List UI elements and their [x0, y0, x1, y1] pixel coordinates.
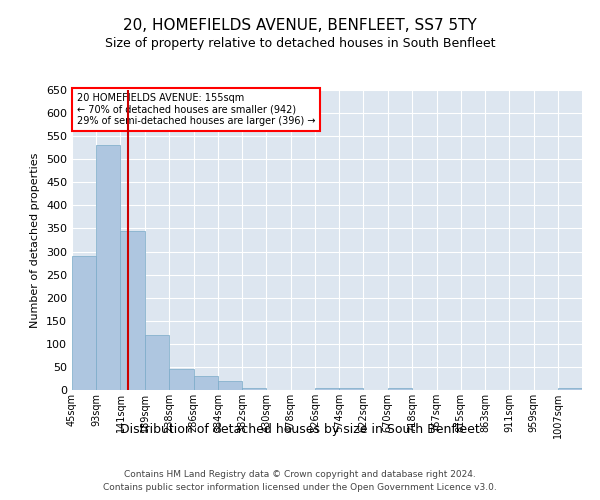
Bar — [315, 388, 339, 390]
Bar — [194, 376, 218, 390]
Text: 20, HOMEFIELDS AVENUE, BENFLEET, SS7 5TY: 20, HOMEFIELDS AVENUE, BENFLEET, SS7 5TY — [123, 18, 477, 32]
Text: Contains HM Land Registry data © Crown copyright and database right 2024.: Contains HM Land Registry data © Crown c… — [124, 470, 476, 479]
Bar — [339, 388, 364, 390]
Bar — [72, 256, 96, 390]
Bar — [96, 146, 121, 390]
Bar — [145, 334, 169, 390]
Bar — [558, 388, 582, 390]
Y-axis label: Number of detached properties: Number of detached properties — [31, 152, 40, 328]
Text: 20 HOMEFIELDS AVENUE: 155sqm
← 70% of detached houses are smaller (942)
29% of s: 20 HOMEFIELDS AVENUE: 155sqm ← 70% of de… — [77, 93, 316, 126]
Text: Contains public sector information licensed under the Open Government Licence v3: Contains public sector information licen… — [103, 482, 497, 492]
Bar — [388, 388, 412, 390]
Text: Distribution of detached houses by size in South Benfleet: Distribution of detached houses by size … — [120, 422, 480, 436]
Bar — [242, 388, 266, 390]
Bar — [121, 231, 145, 390]
Bar — [169, 369, 194, 390]
Bar — [218, 381, 242, 390]
Text: Size of property relative to detached houses in South Benfleet: Size of property relative to detached ho… — [105, 38, 495, 51]
